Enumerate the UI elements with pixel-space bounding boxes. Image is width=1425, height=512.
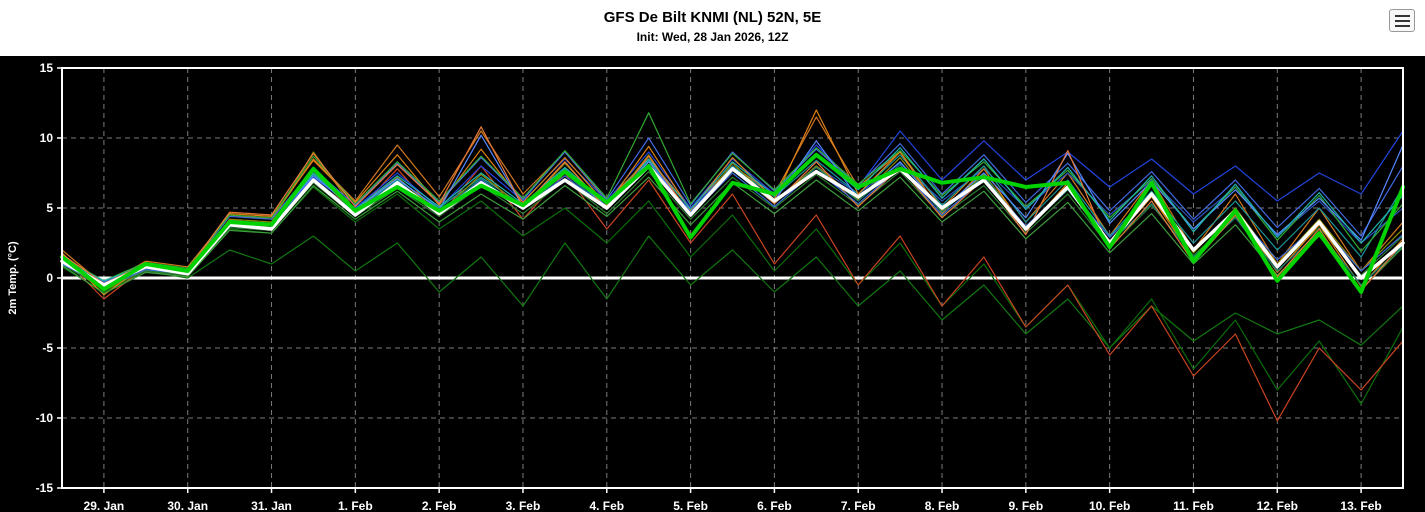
operational-run-line xyxy=(60,152,1405,294)
chart-header: GFS De Bilt KNMI (NL) 52N, 5E Init: Wed,… xyxy=(0,0,1425,56)
ensemble-member-line xyxy=(61,137,1404,283)
x-tick-label: 3. Feb xyxy=(506,499,541,512)
y-tick-label: -5 xyxy=(42,341,53,355)
y-tick-label: 5 xyxy=(46,201,53,215)
ensemble-member-line xyxy=(61,235,1404,349)
x-tick-label: 6. Feb xyxy=(757,499,792,512)
page-title: GFS De Bilt KNMI (NL) 52N, 5E xyxy=(603,9,822,26)
x-tick-label: 4. Feb xyxy=(589,499,624,512)
y-tick-label: -10 xyxy=(36,411,54,425)
y-tick-label: -15 xyxy=(36,481,54,495)
chart-subtitle: Init: Wed, 28 Jan 2026, 12Z xyxy=(636,30,789,44)
x-tick-label: 11. Feb xyxy=(1173,499,1214,512)
x-tick-label: 1. Feb xyxy=(338,499,373,512)
y-axis-title: 2m Temp. (°C) xyxy=(7,241,19,315)
y-tick-label: 0 xyxy=(46,271,53,285)
x-tick-label: 10. Feb xyxy=(1089,499,1130,512)
x-tick-label: 12. Feb xyxy=(1257,499,1298,512)
ensemble-plot-canvas: -15 -10 -5 0 5 10 15 29. Jan 30. Jan 31. Jan 1. Fe… xyxy=(0,56,1425,512)
x-tick-label: 7. Feb xyxy=(841,499,876,512)
export-menu-button[interactable] xyxy=(1389,9,1415,32)
x-tick-label: 13. Feb xyxy=(1340,499,1381,512)
y-tick-label: 10 xyxy=(40,131,54,145)
y-tick-label: 15 xyxy=(40,61,54,75)
x-tick-label: 29. Jan xyxy=(84,499,125,512)
hamburger-menu-icon xyxy=(1394,14,1410,17)
plot-background xyxy=(0,56,1425,512)
x-tick-label: 30. Jan xyxy=(167,499,208,512)
x-tick-label: 9. Feb xyxy=(1009,499,1044,512)
x-tick-label: 2. Feb xyxy=(422,499,457,512)
x-tick-label: 31. Jan xyxy=(251,499,292,512)
x-tick-label: 5. Feb xyxy=(673,499,708,512)
x-tick-label: 8. Feb xyxy=(925,499,960,512)
temperature-ensemble-chart: -15 -10 -5 0 5 10 15 29. Jan 30. Jan 31. Jan 1. Fe… xyxy=(0,56,1425,512)
